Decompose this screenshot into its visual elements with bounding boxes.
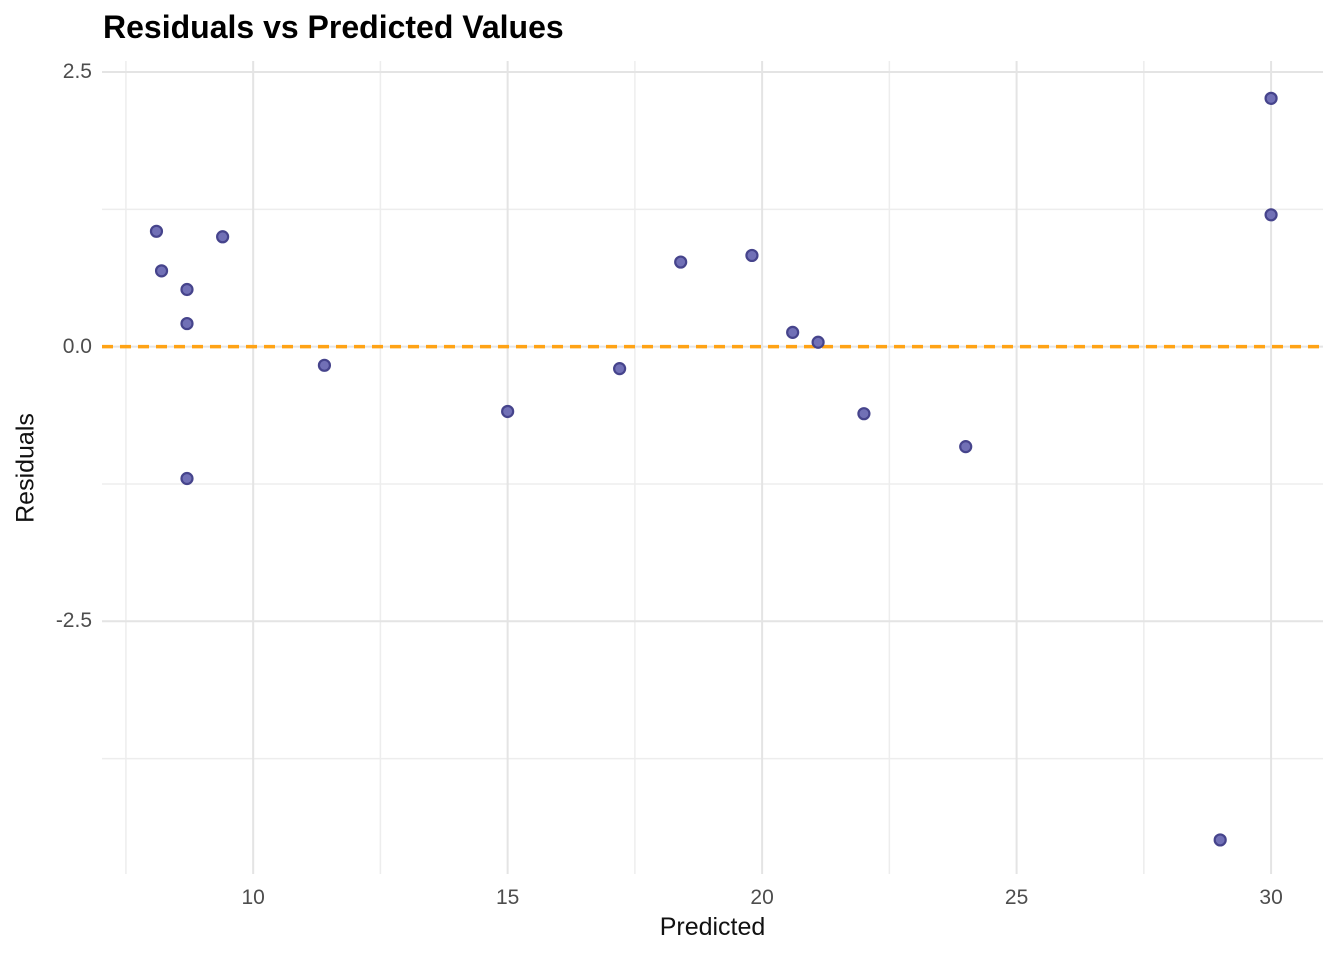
data-point [154, 264, 169, 278]
data-point [180, 471, 194, 486]
y-tick-label: 0.0 [62, 334, 92, 358]
data-point [959, 440, 973, 454]
chart-title: Residuals vs Predicted Values [103, 9, 564, 45]
data-point [613, 362, 627, 376]
data-point [1264, 208, 1278, 222]
x-tick-label: 25 [1004, 886, 1029, 909]
data-point [180, 282, 194, 297]
data-point [1264, 91, 1278, 105]
x-tick-label: 15 [495, 886, 520, 909]
plot-canvas [102, 61, 1323, 874]
data-point [811, 335, 825, 349]
data-point [674, 255, 688, 269]
data-point [857, 407, 871, 421]
data-point [180, 316, 194, 331]
data-point [317, 358, 332, 372]
x-tick-label: 20 [750, 886, 774, 909]
y-tick-label: 2.5 [62, 59, 92, 83]
x-tick-label: 30 [1259, 886, 1283, 909]
y-tick-label: -2.5 [55, 609, 92, 633]
x-axis-title: Predicted [659, 913, 766, 941]
data-point [501, 404, 515, 419]
x-tick-label: 10 [241, 886, 265, 909]
data-point [216, 230, 230, 244]
data-point [745, 248, 759, 263]
y-axis-title: Residuals [11, 413, 40, 523]
data-point [149, 224, 164, 238]
data-point [1213, 833, 1227, 847]
plot-panel [102, 61, 1323, 874]
data-point [786, 325, 800, 339]
